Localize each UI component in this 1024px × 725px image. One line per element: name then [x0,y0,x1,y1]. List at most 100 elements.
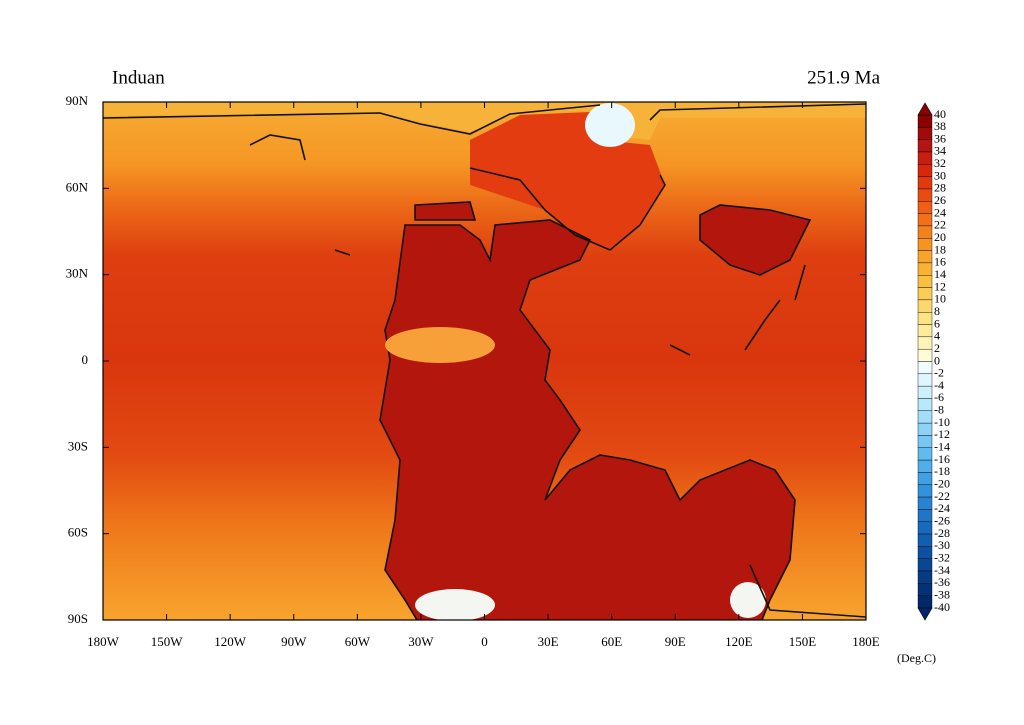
colorbar-box [917,570,933,584]
colorbar-box [917,558,933,572]
colorbar-box [917,225,933,239]
colorbar-box [917,287,933,301]
colorbar-box [917,447,933,461]
colorbar-label: -22 [934,489,950,503]
colorbar-box [917,299,933,313]
colorbar-box [917,139,933,153]
colorbar-label: 40 [934,107,946,121]
colorbar-box [917,238,933,251]
coastline [249,134,806,356]
x-tick-label: 180W [87,634,120,649]
colorbar-label: 36 [934,131,946,145]
colorbar-unit: (Deg.C) [897,651,936,665]
y-tick-label: 30N [66,266,89,281]
colorbar-label: -40 [934,600,950,614]
x-tick-label: 120E [725,634,753,649]
colorbar-box [917,509,933,522]
pangaea [379,219,796,620]
colorbar-box [917,361,933,375]
colorbar-box [917,201,933,214]
colorbar-box [917,348,933,362]
colorbar-box [917,521,933,535]
x-tick-label: 60W [345,634,371,649]
colorbar-label: -18 [934,464,950,478]
colorbar-box [917,533,933,547]
cold-patch [730,582,766,618]
colorbar-box [917,324,933,338]
x-tick-label: 30E [538,634,559,649]
x-tick-label: 150W [151,634,184,649]
y-tick-label: 90N [66,93,89,108]
colorbar-label: 4 [934,329,940,343]
east-block [699,204,812,276]
colorbar-box [917,410,933,424]
x-tick-label: 180E [852,634,880,649]
colorbar-label: 2 [934,341,940,355]
cold-patch [585,103,635,147]
colorbar-label: -6 [934,390,944,404]
colorbar-box [917,496,933,510]
colorbar-label: -26 [934,513,950,527]
colorbar-label: -4 [934,378,944,392]
colorbar-label: 0 [934,353,940,367]
map-title: Induan [112,67,165,88]
colorbar-label: -38 [934,587,950,601]
north-sea [470,112,665,250]
colorbar-box [917,213,933,227]
colorbar-label: 6 [934,316,940,330]
colorbar-label: 14 [934,267,946,281]
colorbar-box [917,151,933,165]
colorbar-arrow [917,102,933,116]
colorbar-label: -24 [934,501,950,515]
colorbar-label: 24 [934,205,946,219]
colorbar-label: 34 [934,144,946,158]
colorbar-box [917,595,933,609]
colorbar-label: -32 [934,550,950,564]
colorbar-box [917,250,933,264]
colorbar-label: -28 [934,526,950,540]
colorbar-label: 18 [934,242,946,256]
colorbar-label: -14 [934,440,950,454]
colorbar-label: 10 [934,292,946,306]
colorbar-label: 20 [934,230,946,244]
colorbar-box [917,312,933,325]
x-tick-label: 150E [789,634,817,649]
colorbar-box [917,176,933,190]
colorbar-label: -12 [934,427,950,441]
temperature-field [103,102,866,620]
colorbar-box [917,127,933,140]
colorbar: 4038363432302826242220181614121086420-2-… [917,102,950,621]
colorbar-label: -2 [934,366,944,380]
colorbar-label: -16 [934,452,950,466]
warm-patch [385,327,495,363]
colorbar-label: 30 [934,168,946,182]
colorbar-box [917,385,933,399]
y-tick-label: 60S [68,525,88,540]
colorbar-box [917,583,933,596]
colorbar-label: 8 [934,304,940,318]
colorbar-box [917,262,933,276]
x-tick-label: 120W [214,634,247,649]
x-tick-label: 0 [481,634,488,649]
age-label: 251.9 Ma [807,67,880,88]
axes: 180W 150W 120W 90W 60W 30W 0 30E 60E 90E 120E 150E 1… [66,93,880,649]
colorbar-box [917,484,933,498]
colorbar-box [917,422,933,436]
coastline [103,103,866,618]
colorbar-box [917,459,933,473]
colorbar-label: -34 [934,563,950,577]
colorbar-box [917,336,933,350]
colorbar-label: 16 [934,255,946,269]
colorbar-label: 38 [934,119,946,133]
colorbar-label: -10 [934,415,950,429]
colorbar-label: -8 [934,403,944,417]
colorbar-box [917,373,933,387]
x-tick-label: 30W [408,634,434,649]
x-tick-label: 90E [665,634,686,649]
colorbar-box [917,398,933,412]
colorbar-label: 32 [934,156,946,170]
y-tick-label: 60N [66,179,89,194]
colorbar-box [917,472,933,485]
colorbar-box [917,188,933,202]
